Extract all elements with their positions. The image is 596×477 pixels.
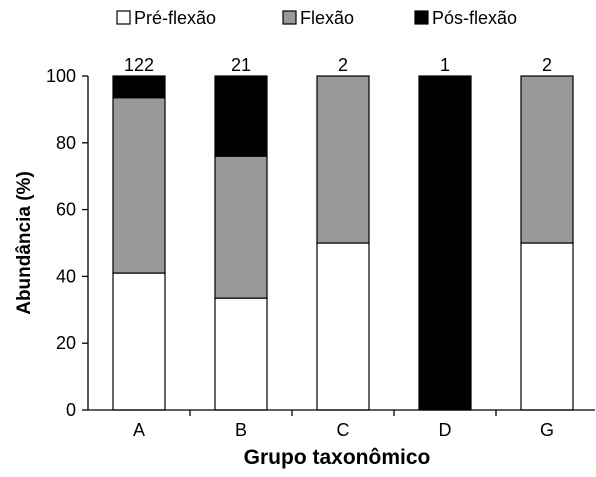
legend-label: Flexão: [300, 8, 354, 28]
bar-segment-b-0: [214, 297, 268, 411]
bar-segment-c-1: [316, 75, 370, 244]
y-tick-label: 20: [56, 333, 76, 353]
bar-total-label: 21: [231, 55, 251, 75]
legend-swatch: [116, 10, 131, 25]
bar-segment-b-2: [214, 75, 268, 157]
legend-label: Pós-flexão: [432, 8, 517, 28]
y-tick-label: 0: [66, 400, 76, 420]
bar-segment-a-1: [112, 97, 166, 274]
legend-swatch: [282, 10, 297, 25]
bar-segment-d-2: [418, 75, 472, 411]
bar-segment-g-1: [520, 75, 574, 244]
bar-segment-a-2: [112, 75, 166, 99]
bar-total-label: 2: [338, 55, 348, 75]
x-tick-label: D: [439, 420, 452, 440]
legend: Pré-flexão Flexão Pós-flexão: [116, 8, 517, 28]
bar-total-label: 1: [440, 55, 450, 75]
bar-segment-c-0: [316, 242, 370, 411]
bar-segment-g-0: [520, 242, 574, 411]
bars: 122 21 2 1 2: [112, 55, 574, 411]
x-tick-label: C: [337, 420, 350, 440]
y-tick-label: 60: [56, 200, 76, 220]
x-tick-label: G: [540, 420, 554, 440]
bar-total-label: 122: [124, 55, 154, 75]
y-tick-label: 40: [56, 266, 76, 286]
legend-swatch: [414, 10, 429, 25]
y-tick-label: 100: [46, 66, 76, 86]
axes: 0 20 40 60 80 100 A B C D G: [46, 66, 595, 440]
y-axis-label: Abundância (%): [14, 171, 35, 315]
y-tick-label: 80: [56, 133, 76, 153]
x-axis-label: Grupo taxonômico: [244, 446, 431, 469]
bar-segment-b-1: [214, 155, 268, 299]
x-tick-label: B: [235, 420, 247, 440]
bar-total-label: 2: [542, 55, 552, 75]
legend-label: Pré-flexão: [134, 8, 216, 28]
x-tick-label: A: [133, 420, 145, 440]
bar-segment-a-0: [112, 272, 166, 411]
